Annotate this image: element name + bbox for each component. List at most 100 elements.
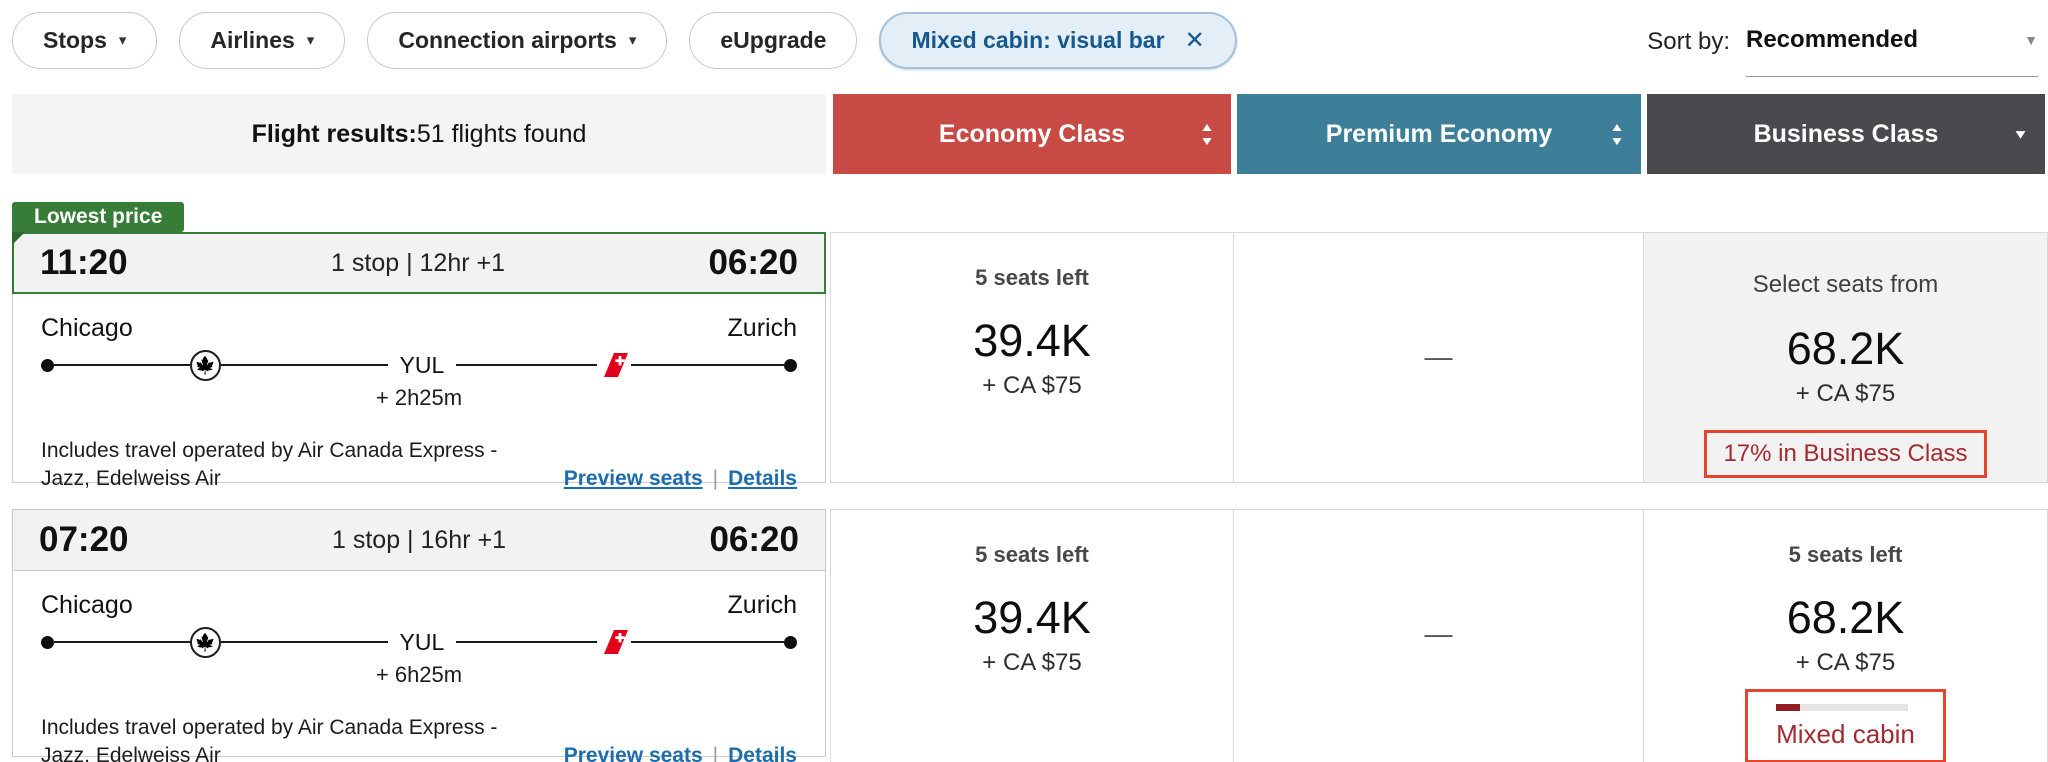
route-segment [456, 364, 597, 366]
column-header-business[interactable]: Business Class ▼ [1647, 94, 2045, 174]
filter-stops-button[interactable]: Stops ▾ [12, 12, 158, 69]
arrival-time: 06:20 [708, 243, 798, 282]
operated-by-text: Includes travel operated by Air Canada E… [41, 439, 498, 490]
destination-dot-icon [784, 635, 797, 649]
route-panel: Chicago Zurich 🍁 YUL [12, 294, 826, 490]
points-price: 68.2K [1786, 592, 1905, 643]
route-segment [456, 641, 597, 643]
chevron-down-icon: ▾ [306, 32, 315, 49]
points-price: 39.4K [973, 315, 1091, 366]
filter-mixed-cabin-chip[interactable]: Mixed cabin: visual bar ✕ [879, 12, 1237, 69]
points-price: 39.4K [973, 592, 1091, 643]
economy-fare-cell[interactable]: 5 seats left 39.4K + CA $75 [830, 509, 1234, 762]
chevron-down-icon: ▾ [628, 32, 637, 49]
sort-select[interactable]: Recommended ▼ [1746, 26, 2038, 77]
swiss-air-tail-icon [603, 630, 628, 654]
operated-by-text: Includes travel operated by Air Canada E… [41, 716, 498, 762]
origin-city: Chicago [41, 314, 133, 342]
flight-times-bar[interactable]: 07:20 1 stop | 16hr +1 06:20 [12, 509, 826, 571]
flight-itinerary-column: Lowest price 11:20 1 stop | 12hr +1 06:2… [12, 202, 830, 490]
economy-fare-cell[interactable]: 5 seats left 39.4K + CA $75 [830, 232, 1234, 483]
preview-seats-link[interactable]: Preview seats [563, 744, 703, 762]
cash-supplement: + CA $75 [1795, 649, 1896, 676]
sort-arrows-icon[interactable]: ▲ ▼ [1609, 120, 1625, 148]
link-separator: | [712, 744, 719, 762]
close-icon[interactable]: ✕ [1184, 27, 1205, 54]
chevron-down-icon: ▼ [2012, 126, 2029, 142]
results-header: Flight results: 51 flights found Economy … [12, 94, 2048, 174]
filter-connection-airports-label: Connection airports [398, 27, 617, 53]
departure-time: 07:20 [39, 520, 129, 559]
route-segment [220, 364, 388, 366]
seats-left-text: 5 seats left [1788, 542, 1903, 567]
card-links: Preview seats | Details [564, 467, 797, 493]
filter-stops-label: Stops [43, 27, 107, 53]
sort-by-label: Sort by: [1647, 28, 1730, 55]
column-header-business-label: Business Class [1753, 119, 1939, 148]
filter-eupgrade-label: eUpgrade [720, 27, 827, 53]
stops-duration-summary: 1 stop | 12hr +1 [331, 248, 506, 277]
flight-itinerary-column: 07:20 1 stop | 16hr +1 06:20 Chicago Zur… [12, 509, 830, 762]
filter-airlines-button[interactable]: Airlines ▾ [179, 12, 346, 69]
preview-seats-link[interactable]: Preview seats [563, 467, 703, 490]
lowest-price-badge: Lowest price [12, 202, 185, 245]
column-header-premium-economy[interactable]: Premium Economy ▲ ▼ [1237, 94, 1641, 174]
route-segment [54, 641, 190, 643]
origin-dot-icon [41, 635, 54, 649]
cash-supplement: + CA $75 [1795, 380, 1896, 407]
route-panel: Chicago Zurich 🍁 YUL [12, 571, 826, 762]
seats-left-text: 5 seats left [975, 542, 1089, 567]
stopover-airport-code: YUL [399, 628, 445, 655]
filter-mixed-cabin-label: Mixed cabin: visual bar [911, 27, 1165, 53]
cabin-mix-bar [1776, 704, 1909, 711]
card-links: Preview seats | Details [564, 744, 797, 762]
departure-time: 11:20 [40, 243, 128, 282]
column-header-economy[interactable]: Economy Class ▲ ▼ [833, 94, 1231, 174]
sort-control: Sort by: Recommended ▼ [1647, 12, 2038, 77]
flight-times-bar[interactable]: 11:20 1 stop | 12hr +1 06:20 [12, 232, 826, 294]
route-segment [220, 641, 388, 643]
arrival-time: 06:20 [709, 520, 799, 559]
route-line: 🍁 YUL [41, 624, 797, 660]
seats-left-text: 5 seats left [975, 265, 1089, 290]
column-header-premium-economy-label: Premium Economy [1325, 119, 1553, 148]
chevron-down-icon: ▼ [2024, 32, 2038, 48]
filter-connection-airports-button[interactable]: Connection airports ▾ [367, 12, 668, 69]
business-fare-cell[interactable]: 5 seats left 68.2K + CA $75 Mixed cabin [1644, 509, 2048, 762]
link-separator: | [712, 467, 719, 490]
filter-pills: Stops ▾ Airlines ▾ Connection airports ▾… [12, 12, 1237, 69]
premium-economy-fare-cell: — [1234, 509, 1644, 762]
flight-card: 07:20 1 stop | 16hr +1 06:20 Chicago Zur… [12, 509, 826, 762]
sort-arrows-icon[interactable]: ▲ ▼ [1199, 120, 1215, 148]
filters-toolbar: Stops ▾ Airlines ▾ Connection airports ▾… [12, 0, 2048, 88]
flight-row-2: 07:20 1 stop | 16hr +1 06:20 Chicago Zur… [12, 509, 2048, 762]
destination-city: Zurich [727, 314, 797, 342]
origin-city: Chicago [41, 591, 133, 619]
route-segment [630, 364, 784, 366]
details-link[interactable]: Details [728, 467, 797, 490]
mixed-cabin-note-text: Mixed cabin [1776, 719, 1915, 749]
air-canada-roundel-icon: 🍁 [189, 349, 221, 381]
swiss-air-tail-icon [603, 353, 628, 377]
select-seats-text: Select seats from [1752, 271, 1939, 298]
destination-dot-icon [784, 358, 797, 372]
results-summary-bold: Flight results: [251, 119, 417, 148]
flight-card: 11:20 1 stop | 12hr +1 06:20 Chicago Zur… [12, 232, 826, 490]
flight-row-1: Lowest price 11:20 1 stop | 12hr +1 06:2… [12, 202, 2048, 490]
route-segment [630, 641, 784, 643]
filter-eupgrade-button[interactable]: eUpgrade [689, 12, 858, 69]
premium-economy-fare-cell: — [1234, 232, 1644, 483]
destination-city: Zurich [727, 591, 797, 619]
business-fare-cell[interactable]: Select seats from 68.2K + CA $75 17% in … [1644, 232, 2048, 483]
chevron-down-icon: ▾ [118, 32, 127, 49]
results-summary: Flight results: 51 flights found [12, 94, 826, 174]
points-price: 68.2K [1786, 323, 1905, 374]
cash-supplement: + CA $75 [982, 649, 1082, 676]
cash-supplement: + CA $75 [982, 372, 1082, 399]
layover-duration: + 6h25m [375, 662, 463, 687]
sort-selected-value: Recommended [1746, 26, 1919, 53]
origin-dot-icon [41, 358, 54, 372]
details-link[interactable]: Details [728, 744, 797, 762]
column-header-economy-label: Economy Class [938, 119, 1126, 148]
